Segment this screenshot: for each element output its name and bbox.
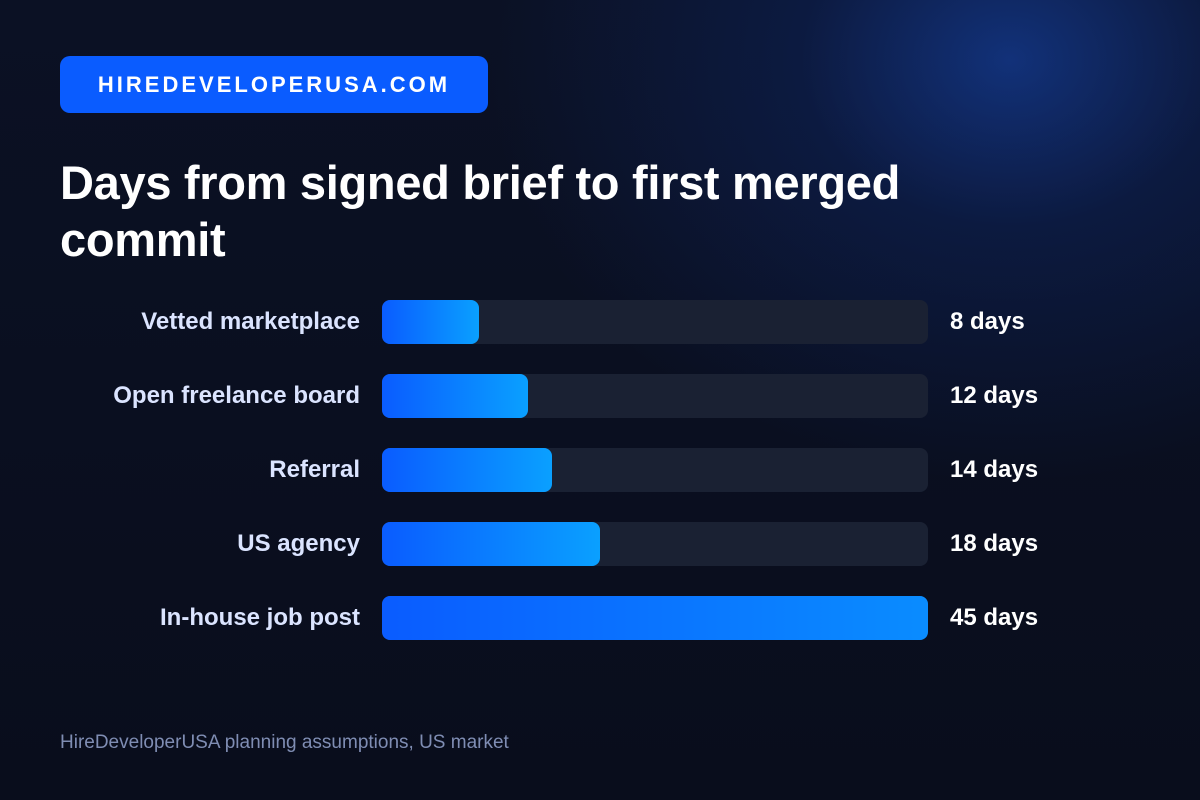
bar-track: [382, 522, 928, 566]
bar: [382, 522, 600, 566]
bar-row: Vetted marketplace 8 days: [0, 300, 1200, 344]
bar-track: [382, 374, 928, 418]
bar: [382, 448, 552, 492]
category-label: Open freelance board: [113, 382, 360, 409]
bar-row: Referral 14 days: [0, 448, 1200, 492]
value-label: 45 days: [950, 604, 1039, 631]
category-label: Referral: [269, 456, 360, 483]
value-label: 8 days: [950, 308, 1025, 335]
category-label: Vetted marketplace: [141, 308, 360, 335]
bar-track: [382, 596, 928, 640]
value-label: 14 days: [950, 456, 1039, 483]
brand-badge: HIREDEVELOPERUSA.COM: [60, 56, 488, 113]
category-label: In-house job post: [160, 604, 360, 631]
value-label: 12 days: [950, 382, 1039, 409]
bar-track: [382, 448, 928, 492]
bar-row: In-house job post 45 days: [0, 596, 1200, 640]
source-note: HireDeveloperUSA planning assumptions, U…: [60, 732, 509, 753]
value-label: 18 days: [950, 530, 1039, 557]
bar-row: Open freelance board 12 days: [0, 374, 1200, 418]
category-label: US agency: [237, 530, 360, 557]
bar: [382, 374, 528, 418]
bar-row: US agency 18 days: [0, 522, 1200, 566]
chart-title: Days from signed brief to first merged c…: [60, 156, 900, 266]
bar: [382, 300, 479, 344]
bar: [382, 596, 928, 640]
bar-track: [382, 300, 928, 344]
